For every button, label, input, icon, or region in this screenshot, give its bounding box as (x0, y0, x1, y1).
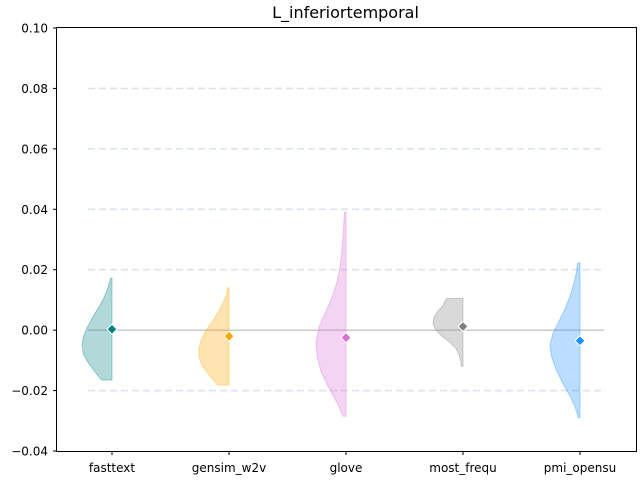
chart-title: L_inferiortemporal (272, 3, 419, 23)
grid-layer (88, 87, 604, 392)
mean-marker-glove (340, 331, 352, 344)
mean-marker-pmi-opensu (574, 335, 586, 347)
y-tick-label-2: 0.00 (21, 324, 48, 338)
x-tick-label-gensim-w2v: gensim_w2v (192, 461, 266, 475)
y-tick-label-4: 0.04 (21, 203, 48, 217)
violin-glove (315, 211, 347, 417)
mean-marker-layer (106, 320, 586, 347)
y-tick-label-3: 0.02 (21, 263, 48, 277)
y-axis: −0.04 −0.02 0.00 0.02 0.04 0.06 0.08 0.10 (11, 22, 57, 459)
y-tick-label-0: −0.04 (11, 445, 48, 459)
mean-marker-fasttext (106, 323, 118, 335)
y-tick-label-1: −0.02 (11, 384, 48, 398)
violin-most-frequ (432, 297, 464, 367)
violin-fasttext (81, 277, 113, 381)
violin-gensim-w2v (198, 287, 230, 386)
violin-pmi-opensu (549, 262, 581, 419)
mean-marker-gensim-w2v (223, 330, 235, 342)
mean-marker-most-frequ (457, 320, 469, 333)
x-tick-label-pmi-opensu: pmi_opensu (544, 461, 616, 475)
x-tick-label-fasttext: fasttext (89, 461, 136, 475)
x-tick-label-most-frequ: most_frequ (429, 461, 497, 475)
x-axis: fasttext gensim_w2v glove most_frequ pmi_ope… (89, 451, 616, 475)
y-tick-label-6: 0.08 (21, 82, 48, 96)
y-tick-label-7: 0.10 (21, 22, 48, 36)
violin-layer (81, 211, 581, 419)
y-tick-label-5: 0.06 (21, 142, 48, 156)
x-tick-label-glove: glove (330, 461, 363, 475)
